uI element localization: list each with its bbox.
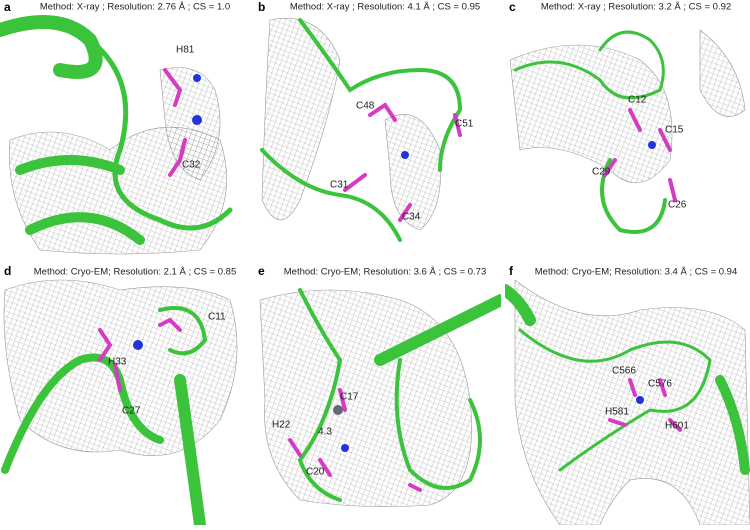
residue-label: C32: [182, 160, 201, 171]
panel-b-image: [260, 18, 463, 242]
panel-caption: Method: X-ray ; Resolution: 4.1 Å ; CS =…: [290, 2, 480, 13]
residue-label: C31: [330, 180, 349, 191]
residue-label: C51: [455, 119, 474, 130]
distance-label: 4.3: [318, 427, 332, 438]
panel-letter: e: [258, 264, 265, 278]
residue-label: H22: [272, 420, 291, 431]
residue-label: C566: [612, 366, 636, 377]
panel-e-image: [259, 288, 501, 507]
panel-f-image: [505, 279, 750, 525]
panel-caption: Method: X-ray ; Resolution: 3.2 Å ; CS =…: [541, 2, 731, 13]
residue-label: C26: [668, 200, 687, 211]
residue-label: C11: [208, 312, 226, 323]
panel-a-text: a Method: X-ray ; Resolution: 2.76 Å ; C…: [4, 0, 230, 170]
residue-label: H81: [176, 45, 195, 56]
panel-b-text: b Method: X-ray ; Resolution: 4.1 Å ; CS…: [258, 0, 480, 222]
panel-letter: c: [509, 0, 516, 14]
panel-c-text: c Method: X-ray ; Resolution: 3.2 Å ; CS…: [509, 0, 731, 210]
panel-caption: Method: Cryo-EM; Resolution: 3.4 Å ; CS …: [535, 267, 738, 278]
panel-c-image: [509, 29, 746, 234]
residue-label: C15: [665, 125, 684, 136]
panel-letter: b: [258, 0, 265, 14]
panel-f-text: f Method: Cryo-EM; Resolution: 3.4 Å ; C…: [509, 264, 737, 431]
residue-label: C12: [628, 95, 647, 106]
panel-letter: a: [4, 0, 11, 14]
residue-label: C576: [648, 379, 672, 390]
panel-d-text: d Method: Cryo-EM; Resolution: 2.1 Å ; C…: [4, 264, 236, 416]
panel-letter: f: [509, 264, 514, 278]
panel-caption: Method: X-ray ; Resolution: 2.76 Å ; CS …: [40, 2, 230, 13]
residue-label: C34: [402, 212, 421, 223]
residue-label: C29: [592, 167, 611, 178]
residue-label: C20: [306, 467, 325, 478]
residue-label: H33: [108, 357, 127, 368]
panel-e-text: e Method: Cryo-EM; Resolution: 3.6 Å ; C…: [258, 264, 486, 477]
panel-letter: d: [4, 264, 11, 278]
residue-label: H581: [605, 407, 629, 418]
panel-caption: Method: Cryo-EM; Resolution: 2.1 Å ; CS …: [34, 267, 237, 278]
panel-d-image: [1, 279, 238, 525]
residue-label: C17: [340, 392, 359, 403]
residue-label: H601: [665, 421, 689, 432]
panel-a-image: [0, 15, 233, 255]
residue-label: C27: [122, 406, 141, 417]
panel-caption: Method: Cryo-EM; Resolution: 3.6 Å ; CS …: [284, 267, 487, 278]
residue-label: C48: [356, 101, 375, 112]
